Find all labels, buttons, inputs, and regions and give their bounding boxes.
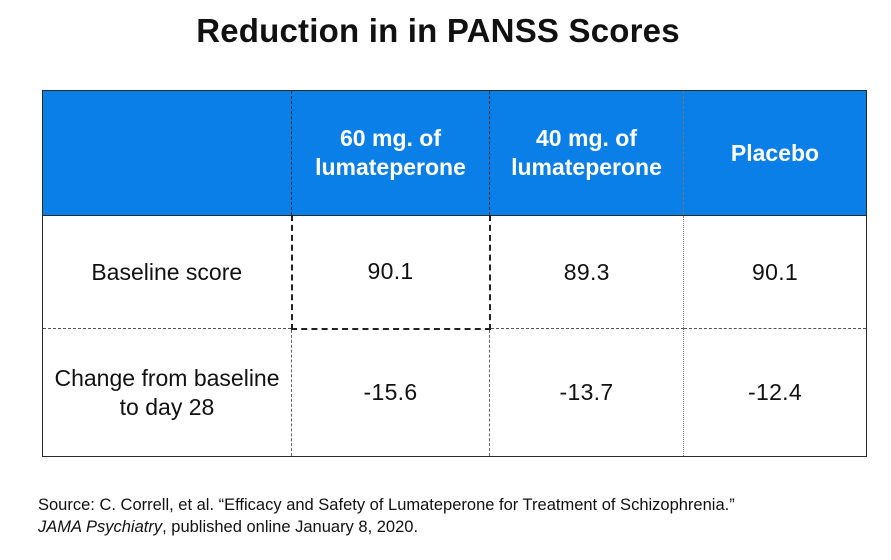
table-header-row: 60 mg. of lumateperone 40 mg. of lumatep… bbox=[42, 90, 867, 216]
journal-name: JAMA Psychiatry bbox=[38, 518, 163, 536]
header-60mg: 60 mg. of lumateperone bbox=[291, 90, 490, 216]
header-40mg: 40 mg. of lumateperone bbox=[489, 90, 684, 216]
cell-change-40mg: -13.7 bbox=[489, 328, 684, 457]
header-empty-cell bbox=[42, 90, 292, 216]
header-placebo: Placebo bbox=[683, 90, 867, 216]
cell-change-60mg: -15.6 bbox=[291, 328, 490, 457]
row-label-change: Change from baseline to day 28 bbox=[42, 328, 292, 457]
cell-change-placebo: -12.4 bbox=[683, 328, 867, 457]
cell-baseline-40mg: 89.3 bbox=[489, 215, 684, 329]
publication-info: , published online January 8, 2020. bbox=[162, 518, 419, 536]
table-row: Baseline score 90.1 89.3 90.1 bbox=[42, 215, 867, 330]
row-label-baseline: Baseline score bbox=[42, 215, 292, 329]
cell-baseline-60mg: 90.1 bbox=[290, 215, 491, 330]
source-line-1: Source: C. Correll, et al. “Efficacy and… bbox=[38, 496, 735, 514]
cell-baseline-placebo: 90.1 bbox=[683, 215, 867, 329]
panss-scores-table: 60 mg. of lumateperone 40 mg. of lumatep… bbox=[42, 90, 867, 457]
table-row: Change from baseline to day 28 -15.6 -13… bbox=[42, 328, 867, 457]
source-line-2: JAMA Psychiatry, published online Januar… bbox=[38, 516, 735, 538]
source-citation: Source: C. Correll, et al. “Efficacy and… bbox=[38, 494, 735, 538]
page-title: Reduction in in PANSS Scores bbox=[196, 12, 680, 49]
